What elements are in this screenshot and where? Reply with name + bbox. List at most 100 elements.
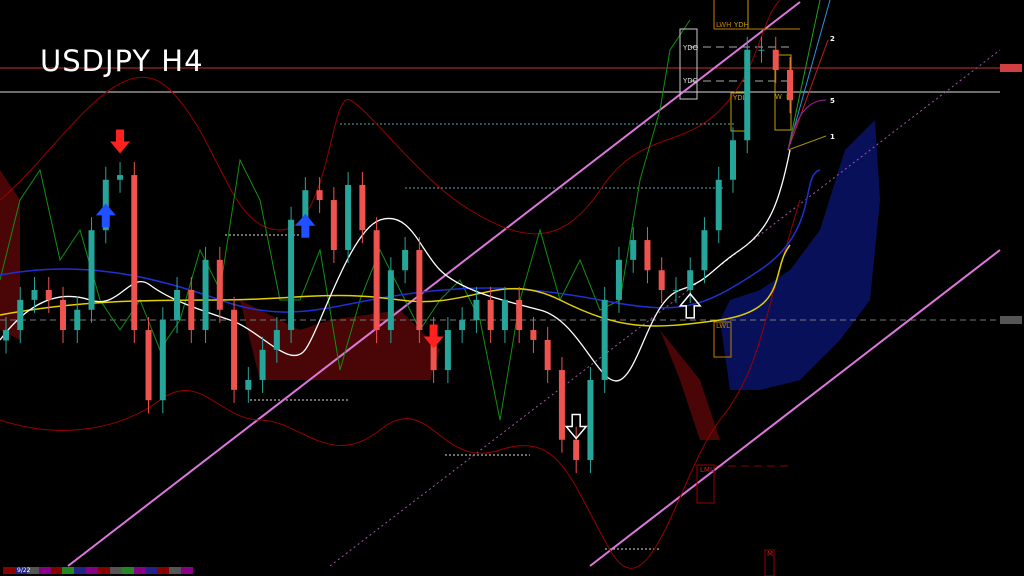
bullish-candle bbox=[630, 240, 637, 260]
time-axis-bar bbox=[3, 567, 193, 574]
bullish-candle bbox=[715, 179, 722, 231]
label-fan-2: 2 bbox=[830, 35, 835, 43]
bollinger-lower bbox=[0, 199, 801, 569]
lwl-box bbox=[713, 321, 732, 358]
buy-arrow-icon bbox=[678, 292, 702, 319]
label-lml: LML bbox=[700, 466, 714, 474]
channel-lower-line bbox=[589, 249, 1001, 567]
bullish-candle bbox=[687, 270, 694, 290]
bullish-candle bbox=[615, 259, 622, 300]
buy-arrow-icon bbox=[95, 203, 116, 228]
fan-line-green bbox=[787, 0, 821, 151]
bearish-candle bbox=[216, 259, 223, 310]
label-ydo: YDO bbox=[682, 44, 699, 52]
channel-mid-dotted bbox=[329, 49, 1001, 567]
bullish-candle bbox=[387, 270, 394, 331]
m-box bbox=[764, 549, 775, 576]
bullish-candle bbox=[259, 349, 266, 380]
bearish-candle bbox=[787, 70, 793, 101]
bullish-candle bbox=[245, 379, 252, 390]
bearish-candle bbox=[516, 299, 523, 331]
bearish-candle bbox=[544, 339, 551, 371]
bearish-candle bbox=[373, 230, 380, 331]
bullish-candle bbox=[17, 299, 24, 331]
fan-line-blue bbox=[787, 0, 831, 151]
bearish-candle bbox=[430, 330, 437, 371]
time-axis-date: 9/22 bbox=[17, 567, 31, 574]
ichimoku-cloud-bullish bbox=[720, 120, 880, 390]
ma-blue bbox=[0, 169, 821, 313]
bollinger-upper bbox=[0, 0, 781, 235]
bearish-candle bbox=[658, 270, 665, 290]
bearish-candle bbox=[359, 184, 366, 231]
bearish-candle bbox=[316, 190, 323, 201]
signal-markers bbox=[95, 129, 702, 440]
bullish-candle bbox=[345, 184, 352, 250]
bullish-candle bbox=[758, 49, 765, 51]
ma-white bbox=[0, 149, 791, 382]
bullish-candle bbox=[501, 299, 508, 331]
bearish-candle bbox=[416, 249, 423, 331]
bullish-candle bbox=[587, 379, 594, 461]
bearish-candle bbox=[573, 439, 580, 461]
bullish-candle bbox=[601, 299, 608, 380]
bullish-candle bbox=[159, 320, 166, 401]
lml-box bbox=[696, 464, 715, 504]
bullish-candle bbox=[701, 230, 708, 271]
bearish-candle bbox=[60, 299, 67, 331]
bearish-candle bbox=[145, 330, 152, 401]
channel-upper-line bbox=[67, 1, 801, 567]
bullish-candle bbox=[444, 330, 451, 371]
buy-arrow-icon bbox=[295, 213, 316, 238]
fan-line-1 bbox=[787, 135, 827, 151]
label-ydl: YDL bbox=[732, 94, 747, 102]
bullish-candle bbox=[174, 290, 181, 321]
bullish-candle bbox=[74, 309, 81, 331]
bullish-candle bbox=[302, 190, 309, 220]
bullish-candle bbox=[31, 290, 38, 300]
fan-line-2 bbox=[787, 39, 829, 151]
level-price-tag bbox=[1000, 316, 1022, 324]
candles-group bbox=[3, 36, 793, 474]
bullish-candle bbox=[729, 140, 736, 180]
bullish-candle bbox=[88, 230, 95, 310]
bullish-candle bbox=[202, 259, 209, 331]
sell-arrow-icon bbox=[423, 324, 444, 349]
bearish-candle bbox=[530, 330, 537, 340]
bearish-candle bbox=[558, 370, 565, 440]
label-m: M bbox=[767, 550, 773, 558]
bearish-candle bbox=[231, 309, 238, 390]
label-lwl: LWL bbox=[716, 322, 730, 330]
bullish-candle bbox=[459, 320, 466, 331]
ma-yellow bbox=[0, 244, 791, 327]
oscillator-green bbox=[0, 19, 691, 421]
bearish-candle bbox=[188, 290, 195, 331]
bullish-candle bbox=[744, 49, 751, 141]
sell-arrow-icon bbox=[110, 129, 131, 154]
bearish-candle bbox=[772, 49, 779, 71]
label-lwh: LWH bbox=[716, 21, 731, 29]
label-w: W bbox=[775, 93, 782, 101]
bullish-candle bbox=[117, 175, 124, 180]
fan-line-5 bbox=[787, 99, 827, 151]
bearish-candle bbox=[330, 200, 337, 250]
bearish-candle bbox=[131, 175, 138, 331]
bullish-candle bbox=[273, 330, 280, 350]
current-price-tag bbox=[1000, 64, 1022, 72]
label-fan-5: 5 bbox=[830, 97, 835, 105]
bearish-candle bbox=[644, 240, 651, 271]
bullish-candle bbox=[672, 290, 679, 291]
bullish-candle bbox=[288, 219, 295, 331]
label-ydc: YDC bbox=[682, 77, 698, 85]
bearish-candle bbox=[487, 299, 494, 331]
bullish-candle bbox=[473, 299, 480, 321]
label-fan-1: 1 bbox=[830, 133, 835, 141]
sell-arrow-icon bbox=[564, 413, 588, 440]
bullish-candle bbox=[402, 249, 409, 271]
bullish-candle bbox=[3, 330, 9, 341]
label-ydh: YDH bbox=[733, 21, 749, 29]
chart-title: USDJPY H4 bbox=[40, 44, 204, 78]
bearish-candle bbox=[45, 290, 52, 300]
ydo-ydc-box bbox=[679, 28, 698, 100]
